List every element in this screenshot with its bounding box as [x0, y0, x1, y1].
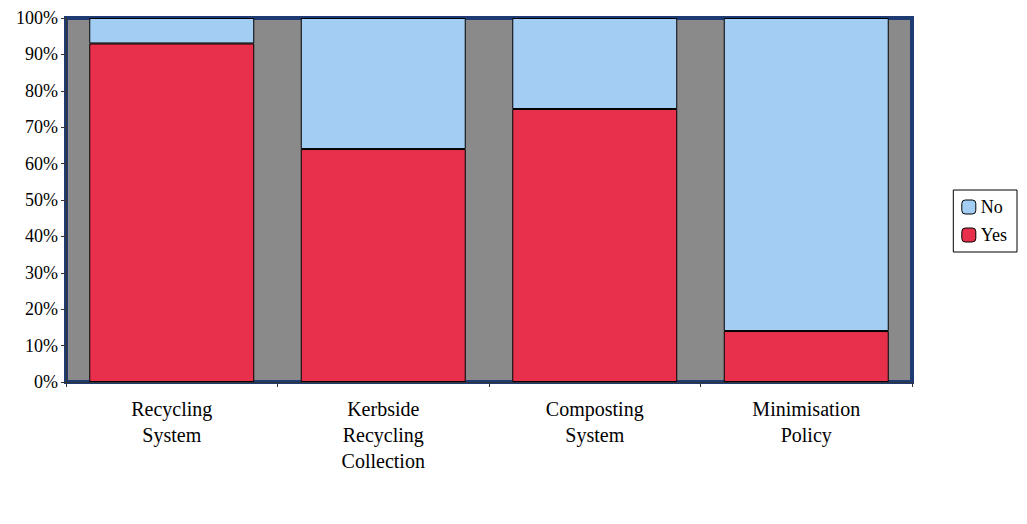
svg-text:80%: 80%: [25, 81, 58, 101]
svg-text:Recycling: Recycling: [131, 398, 212, 421]
svg-text:50%: 50%: [25, 190, 58, 210]
svg-text:Policy: Policy: [781, 424, 832, 447]
svg-text:10%: 10%: [25, 336, 58, 356]
svg-text:100%: 100%: [16, 8, 58, 28]
svg-text:20%: 20%: [25, 299, 58, 319]
svg-text:60%: 60%: [25, 154, 58, 174]
svg-text:Yes: Yes: [981, 225, 1007, 245]
svg-text:70%: 70%: [25, 117, 58, 137]
svg-text:40%: 40%: [25, 226, 58, 246]
svg-text:Minimisation: Minimisation: [752, 398, 860, 420]
svg-text:No: No: [981, 197, 1003, 217]
svg-text:0%: 0%: [34, 372, 58, 392]
svg-text:Kerbside: Kerbside: [347, 398, 419, 420]
svg-text:System: System: [565, 424, 624, 447]
svg-text:System: System: [142, 424, 201, 447]
svg-text:90%: 90%: [25, 44, 58, 64]
svg-text:Composting: Composting: [546, 398, 644, 421]
svg-text:Recycling: Recycling: [343, 424, 424, 447]
svg-text:30%: 30%: [25, 263, 58, 283]
svg-text:Collection: Collection: [342, 450, 425, 472]
